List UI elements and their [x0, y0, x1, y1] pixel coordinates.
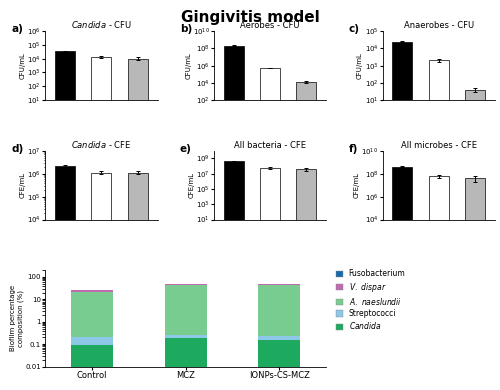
Text: a): a) [11, 24, 23, 34]
Bar [260, 68, 280, 390]
Title: Aerobes - CFU: Aerobes - CFU [240, 21, 300, 30]
Bar [71, 291, 113, 292]
Bar [258, 284, 300, 285]
Bar [392, 42, 412, 390]
Bar [92, 173, 111, 390]
Y-axis label: CFE/mL: CFE/mL [188, 172, 194, 198]
Bar [164, 284, 206, 285]
Bar [465, 178, 485, 390]
Title: $\it{Candida}$ - CFE: $\it{Candida}$ - CFE [71, 139, 132, 150]
Bar [164, 335, 206, 339]
Bar [465, 90, 485, 390]
Bar [164, 285, 206, 335]
Y-axis label: CFE/mL: CFE/mL [20, 172, 26, 198]
Bar [55, 166, 75, 390]
Title: $\it{Candida}$ - CFU: $\it{Candida}$ - CFU [71, 20, 132, 30]
Bar [429, 176, 448, 390]
Y-axis label: Biofilm percentage
composition (%): Biofilm percentage composition (%) [10, 285, 24, 351]
Bar [296, 82, 316, 390]
Bar [224, 161, 244, 390]
Y-axis label: CFE/mL: CFE/mL [354, 172, 360, 198]
Bar [92, 57, 111, 390]
Bar [71, 292, 113, 337]
Bar [55, 51, 75, 390]
Title: All bacteria - CFE: All bacteria - CFE [234, 141, 306, 150]
Bar [258, 340, 300, 390]
Text: c): c) [349, 24, 360, 34]
Bar [128, 59, 148, 390]
Bar [296, 169, 316, 390]
Title: Anaerobes - CFU: Anaerobes - CFU [404, 21, 474, 30]
Text: b): b) [180, 24, 192, 34]
Bar [258, 336, 300, 340]
Bar [258, 285, 300, 336]
Bar [71, 345, 113, 390]
Bar [71, 290, 113, 291]
Title: All microbes - CFE: All microbes - CFE [401, 141, 477, 150]
Y-axis label: CFU/mL: CFU/mL [357, 52, 363, 79]
Y-axis label: CFU/mL: CFU/mL [186, 52, 192, 79]
Bar [128, 173, 148, 390]
Bar [392, 167, 412, 390]
Bar [429, 60, 448, 390]
Bar [164, 339, 206, 390]
Bar [224, 46, 244, 390]
Text: e): e) [180, 144, 192, 154]
Bar [260, 168, 280, 390]
Text: f): f) [349, 144, 358, 154]
Y-axis label: CFU/mL: CFU/mL [20, 52, 26, 79]
Legend: Fusobacterium, $\it{V.\ dispar}$, $\it{A.\ naeslundii}$, Streptococci, $\it{Cand: Fusobacterium, $\it{V.\ dispar}$, $\it{A… [336, 269, 406, 332]
Text: Gingivitis model: Gingivitis model [180, 10, 320, 25]
Text: d): d) [11, 144, 24, 154]
Bar [71, 337, 113, 345]
